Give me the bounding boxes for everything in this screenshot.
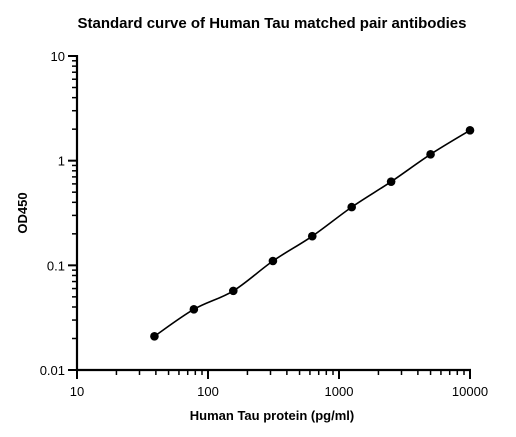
x-tick-label: 10000: [452, 384, 488, 399]
y-tick-label: 0.01: [40, 363, 65, 378]
chart-title: Standard curve of Human Tau matched pair…: [78, 15, 467, 32]
data-point: [228, 286, 238, 296]
x-tick-label: 1000: [325, 384, 354, 399]
data-point: [465, 126, 475, 135]
y-tick-label: 0.1: [47, 258, 65, 273]
x-axis-label: Human Tau protein (pg/ml): [190, 408, 354, 423]
x-tick-label: 100: [197, 384, 219, 399]
data-point: [426, 150, 435, 159]
plot-area: 0.01 0.1 1 10 10 100 1000 10000: [40, 49, 488, 399]
y-tick-label: 1: [58, 154, 65, 169]
y-tick-label: 10: [51, 49, 65, 64]
data-point: [347, 202, 356, 212]
data-point: [268, 256, 278, 266]
data-point: [386, 177, 396, 186]
x-tick-label: 10: [70, 384, 84, 399]
data-point: [150, 331, 159, 341]
data-point: [189, 305, 199, 314]
data-point: [307, 231, 317, 241]
y-axis-label: OD450: [15, 192, 30, 233]
